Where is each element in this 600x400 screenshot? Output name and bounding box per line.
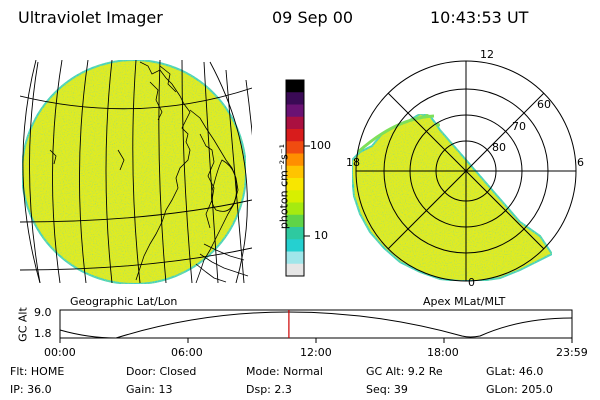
- polar-grid: [355, 60, 577, 282]
- colorbar-segment: [286, 129, 304, 142]
- info-glon: GLon: 205.0: [486, 383, 553, 396]
- mlt-label-6: 6: [577, 156, 584, 169]
- colorbar-segment: [286, 80, 304, 93]
- geographic-caption: Geographic Lat/Lon: [70, 295, 178, 308]
- time-readout: 10:43:53 UT: [430, 8, 529, 27]
- mlat-label-60: 60: [537, 98, 551, 111]
- polar-panel: [351, 60, 577, 282]
- info-flight: Flt: HOME: [10, 365, 65, 378]
- apex-caption: Apex MLat/MLT: [423, 295, 506, 308]
- info-seq: Seq: 39: [366, 383, 408, 396]
- info-glat: GLat: 46.0: [486, 365, 544, 378]
- colorbar-unit-label: photon cm⁻²s⁻¹: [277, 143, 291, 230]
- colorbar-segment: [286, 251, 304, 265]
- timeline-xtick-1800: 18:00: [427, 346, 459, 359]
- colorbar-segment: [286, 263, 304, 277]
- altitude-curve: [59, 311, 573, 339]
- colorbar-segment: [286, 104, 304, 118]
- date-readout: 09 Sep 00: [272, 8, 354, 27]
- colorbar-segment: [286, 202, 304, 216]
- timeline-frame: [59, 309, 573, 339]
- mlt-label-18: 18: [346, 156, 360, 169]
- colorbar-segment: [286, 214, 304, 228]
- timeline-panel: [59, 309, 573, 343]
- mlt-label-12: 12: [480, 48, 494, 61]
- timeline-xtick-0000: 00:00: [44, 346, 76, 359]
- colorbar-frame: [285, 79, 305, 277]
- colorbar-label-100: 100: [310, 139, 331, 152]
- timeline-ylabel: GC Alt: [16, 307, 30, 342]
- info-gain: Gain: 13: [126, 383, 173, 396]
- info-mode: Mode: Normal: [246, 365, 323, 378]
- timeline-xtick-1200: 12:00: [300, 346, 332, 359]
- colorbar-segment: [286, 153, 304, 167]
- colorbar-segment: [286, 227, 304, 240]
- info-gc-alt: GC Alt: 9.2 Re: [366, 365, 443, 378]
- geographic-panel: [20, 59, 252, 285]
- colorbar: [285, 79, 310, 277]
- colorbar-segment: [286, 178, 304, 191]
- app-title: Ultraviolet Imager: [18, 8, 163, 27]
- colorbar-segment: [286, 165, 304, 179]
- info-ip: IP: 36.0: [10, 383, 52, 396]
- colorbar-label-10: 10: [314, 229, 328, 242]
- timeline-xtick-0600: 06:00: [171, 346, 203, 359]
- info-door: Door: Closed: [126, 365, 197, 378]
- mlat-label-70: 70: [512, 120, 526, 133]
- colorbar-segment: [286, 141, 304, 154]
- timeline-ytick-bottom: 1.8: [34, 327, 52, 340]
- colorbar-segment: [286, 239, 304, 252]
- mlt-label-0: 0: [468, 276, 475, 289]
- timeline-ytick-top: 9.0: [34, 306, 52, 319]
- info-dsp: Dsp: 2.3: [246, 383, 292, 396]
- mlat-label-80: 80: [492, 141, 506, 154]
- coastlines: [49, 61, 249, 283]
- timeline-xtick-2359: 23:59: [556, 346, 588, 359]
- colorbar-segment: [286, 92, 304, 105]
- colorbar-segment: [286, 190, 304, 203]
- colorbar-segment: [286, 116, 304, 130]
